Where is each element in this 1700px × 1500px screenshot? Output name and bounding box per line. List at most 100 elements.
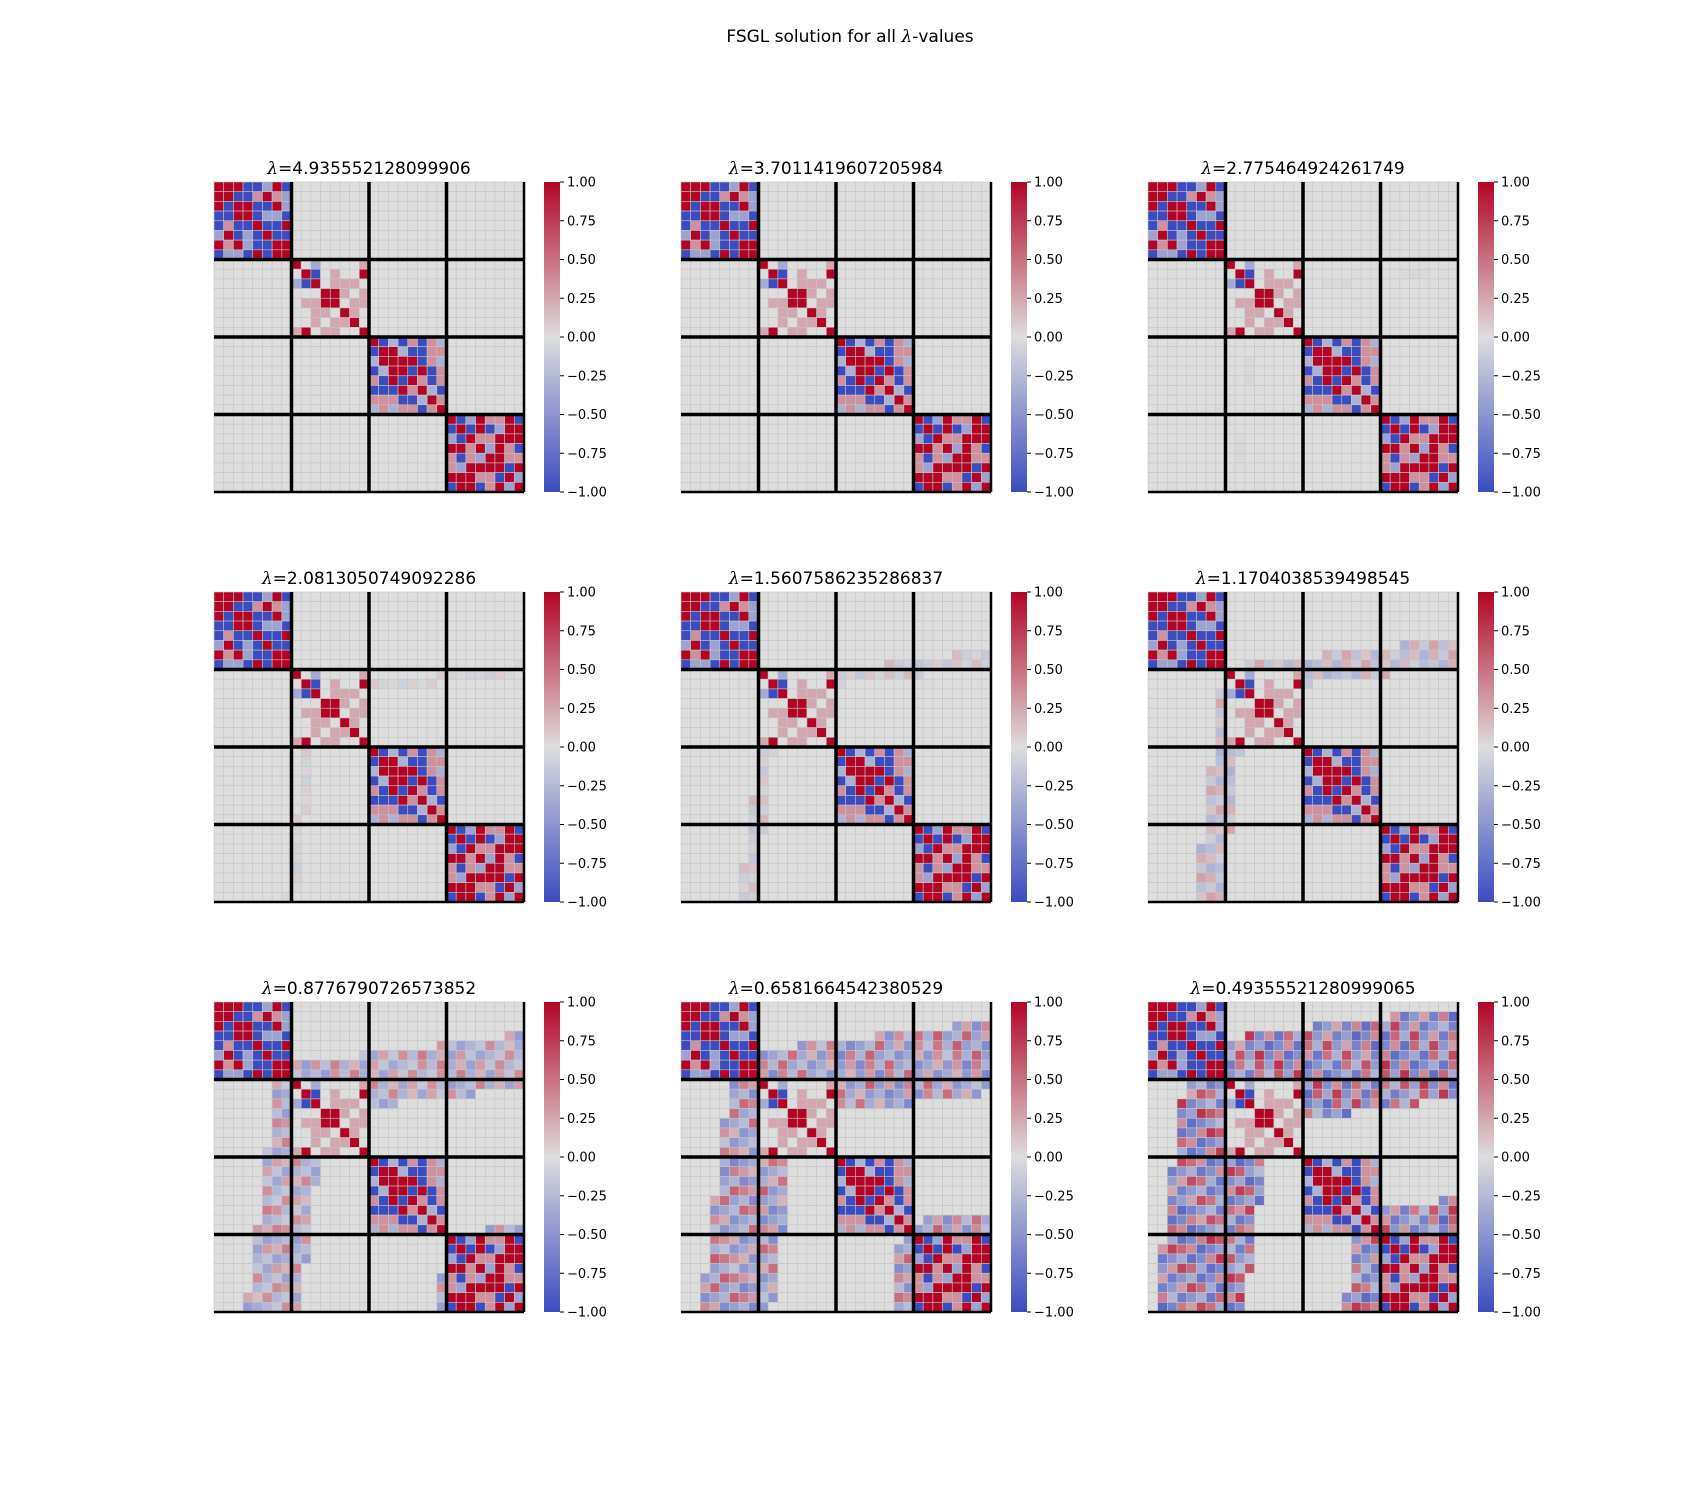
heatmap-cell	[378, 346, 389, 357]
heatmap-cell	[242, 766, 254, 777]
heatmap-cell	[680, 707, 691, 719]
heatmap-cell	[874, 785, 885, 796]
heatmap-cell	[777, 201, 788, 212]
heatmap-cell	[922, 239, 934, 251]
heatmap-cell	[719, 220, 730, 231]
heatmap-cell	[300, 191, 312, 202]
heatmap-cell	[339, 775, 350, 787]
heatmap-cell	[855, 433, 866, 444]
heatmap-cell	[1360, 375, 1372, 386]
heatmap-cell	[514, 698, 525, 709]
heatmap-cell	[864, 452, 876, 464]
heatmap-cell	[1438, 181, 1449, 192]
heatmap-cell	[922, 472, 934, 483]
heatmap-cell	[1399, 462, 1410, 473]
heatmap-cell	[242, 472, 254, 483]
heatmap-cell	[777, 385, 788, 396]
heatmap-cell	[233, 201, 244, 212]
heatmap-cell	[233, 317, 244, 328]
heatmap-cell	[1244, 472, 1255, 483]
heatmap-cell	[806, 727, 817, 738]
heatmap-cell	[388, 433, 399, 444]
heatmap-cell	[1186, 346, 1197, 357]
heatmap-cell	[932, 201, 943, 212]
heatmap-cell	[1234, 288, 1246, 299]
heatmap-cell	[719, 804, 730, 816]
heatmap-cell	[310, 640, 321, 651]
heatmap-cell	[223, 462, 234, 473]
heatmap-cell	[680, 678, 691, 690]
heatmap-cell	[310, 394, 321, 406]
heatmap-cell	[388, 717, 399, 728]
heatmap-cell	[1157, 210, 1168, 222]
heatmap-cell	[320, 210, 331, 222]
heatmap-cell	[1254, 230, 1265, 241]
heatmap-cell	[767, 181, 779, 192]
heatmap-cell	[796, 678, 808, 690]
heatmap-cell	[223, 620, 234, 632]
heatmap-cell	[388, 220, 399, 231]
heatmap-cell	[1360, 356, 1372, 367]
heatmap-cell	[475, 833, 486, 845]
heatmap-cell	[806, 611, 817, 622]
heatmap-cell	[729, 698, 740, 709]
heatmap-cell	[223, 433, 234, 444]
heatmap-cell	[213, 785, 224, 796]
heatmap-cell	[1196, 423, 1207, 435]
heatmap-cell	[971, 707, 982, 719]
heatmap-cell	[388, 601, 399, 612]
heatmap-cell	[690, 678, 701, 690]
heatmap-cell	[388, 795, 399, 806]
heatmap-cell	[242, 795, 254, 806]
heatmap-cell	[864, 620, 876, 632]
heatmap-cell	[504, 853, 515, 864]
heatmap-cell	[223, 268, 234, 280]
heatmap-cell	[233, 443, 244, 454]
heatmap-cell	[767, 452, 779, 464]
heatmap-cell	[407, 297, 418, 309]
heatmap-cell	[738, 433, 750, 444]
heatmap-cell	[271, 833, 283, 845]
heatmap-cell	[1157, 239, 1168, 251]
heatmap-cell	[397, 785, 409, 796]
heatmap-cell	[874, 297, 885, 309]
heatmap-cell	[1147, 230, 1158, 241]
heatmap-cell	[1263, 268, 1275, 280]
heatmap-cell	[864, 775, 876, 787]
heatmap-cell	[729, 795, 740, 806]
heatmap-cell	[397, 472, 409, 483]
heatmap-cell	[729, 346, 740, 357]
heatmap-cell	[271, 804, 283, 816]
heatmap-cell	[465, 727, 476, 738]
heatmap-cell	[417, 443, 428, 454]
heatmap-cell	[932, 717, 943, 728]
heatmap-cell	[426, 688, 438, 699]
heatmap-cell	[1186, 394, 1197, 406]
heatmap-cell	[777, 611, 788, 622]
heatmap-cell	[961, 775, 972, 787]
panel-title-value: =2.775464924261749	[1212, 159, 1405, 179]
heatmap-cell	[1360, 268, 1372, 280]
heatmap-cell	[407, 833, 418, 845]
heatmap-cell	[709, 756, 721, 767]
heatmap-cell	[1254, 365, 1265, 377]
heatmap-cell	[494, 433, 505, 444]
heatmap-cell	[971, 688, 982, 699]
heatmap-cell	[262, 698, 273, 709]
heatmap-cell	[233, 775, 244, 787]
heatmap-cell	[816, 239, 827, 251]
heatmap-cell	[262, 307, 273, 318]
heatmap-cell	[1448, 346, 1459, 357]
colorbar-tick-label: 0.25	[567, 292, 596, 307]
heatmap-cell	[767, 766, 779, 777]
heatmap-cell	[397, 346, 409, 357]
heatmap-cell	[700, 678, 711, 690]
heatmap-cell	[455, 307, 467, 318]
heatmap-cell	[455, 230, 467, 241]
heatmap-cell	[233, 698, 244, 709]
heatmap-cell	[806, 795, 817, 806]
heatmap-cell	[426, 591, 438, 602]
heatmap-cell	[738, 297, 750, 309]
heatmap-cell	[417, 472, 428, 483]
heatmap-cell	[242, 423, 254, 435]
